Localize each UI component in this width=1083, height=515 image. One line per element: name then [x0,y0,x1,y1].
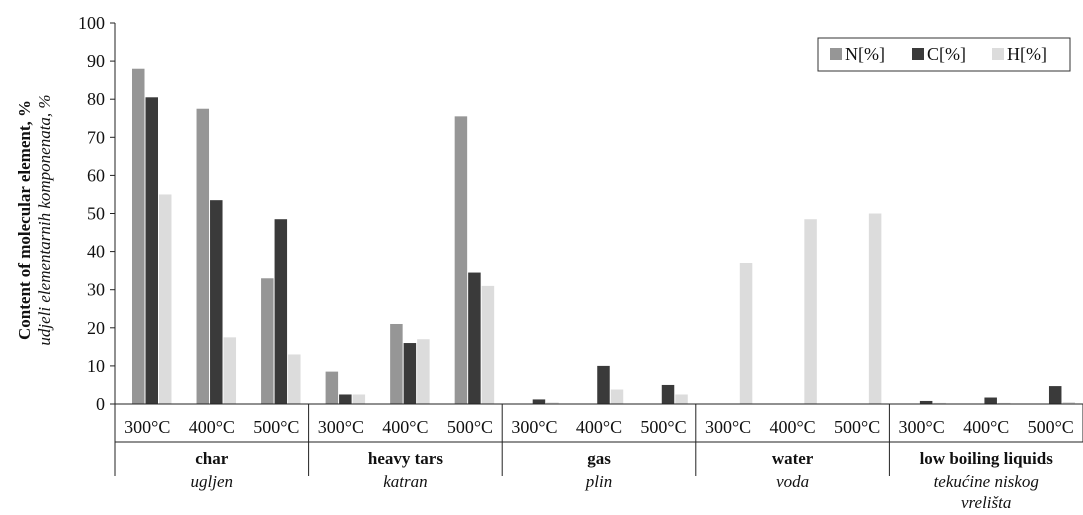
x-tick-label: 300°C [705,417,751,437]
legend-label: H[%] [1007,44,1047,64]
legend-swatch [830,48,842,60]
x-tick-label: 500°C [447,417,493,437]
bar-n [454,116,468,404]
x-tick-label: 300°C [318,417,364,437]
bar-c [468,272,481,404]
bar-h [352,394,366,404]
bar-c [597,365,610,404]
y-tick-label: 20 [87,318,105,338]
bar-h [868,213,882,404]
group-sublabel: vrelišta [961,493,1011,512]
group-label: gas [587,449,611,468]
x-tick-label: 300°C [511,417,557,437]
x-tick-label: 500°C [1028,417,1074,437]
legend-label: C[%] [927,44,966,64]
bar-c [145,97,158,405]
legend-swatch [992,48,1004,60]
bar-h [675,394,688,404]
bar-c [403,343,417,404]
group-label: low boiling liquids [920,449,1054,468]
x-tick-label: 500°C [834,417,880,437]
bar-n [325,371,339,404]
bar-c [339,394,352,404]
bar-h [610,389,624,404]
bar-n [261,278,274,404]
x-tick-label: 300°C [124,417,170,437]
bar-c [984,397,997,404]
bar-h [997,402,1011,404]
y-tick-label: 30 [87,280,105,300]
group-label: heavy tars [368,449,443,468]
bar-h [481,285,495,404]
x-tick-label: 400°C [963,417,1009,437]
bar-n [132,68,145,404]
y-tick-label: 100 [78,13,105,33]
bar-c [274,219,288,404]
group-sublabel: katran [383,472,427,491]
group-sublabel: tekućine niskog [934,472,1039,491]
bar-h [739,263,753,404]
y-tick-label: 90 [87,51,105,71]
bar-c [532,399,546,404]
bar-c [919,400,933,404]
group-sublabel: plin [585,472,612,491]
x-tick-label: 500°C [253,417,299,437]
x-tick-label: 300°C [899,417,945,437]
bars [132,68,1075,405]
bar-n [390,323,403,404]
group-label: char [195,449,229,468]
bar-h [288,354,301,404]
group-sublabel: voda [776,472,809,491]
y-tick-label: 70 [87,127,105,147]
y-tick-label: 80 [87,89,105,109]
legend-swatch [912,48,924,60]
bar-c [210,200,223,404]
y-tick-label: 10 [87,356,105,376]
bar-c [1048,386,1062,404]
bar-h [933,402,946,404]
group-sublabel: ugljen [191,472,234,491]
group-label: water [772,449,814,468]
legend-box [817,37,1071,72]
bar-h [546,402,559,404]
legend: N[%] C[%] H[%] [817,37,1071,72]
bar-n [196,108,210,404]
x-tick-label: 400°C [769,417,815,437]
y-tick-label: 40 [87,242,105,262]
y-tick-label: 60 [87,165,105,185]
x-tick-label: 400°C [189,417,235,437]
bar-h [1062,402,1075,404]
bar-c [661,384,675,404]
x-axis: 300°C 400°C 500°C 300°C 400°C 500°C 300°C 400°C… [114,403,1083,512]
y-axis: 0 10 20 30 40 50 60 70 80 90 100 [78,13,116,414]
bar-h [417,339,430,404]
bar-h [223,337,237,404]
y-axis-label: Content of molecular element, % [15,100,34,340]
x-tick-label: 500°C [640,417,686,437]
y-axis-title: Content of molecular element, % udjeli e… [15,94,54,345]
bar-h [159,194,172,404]
y-tick-label: 0 [96,394,105,414]
bar-h [804,219,817,404]
x-tick-label: 400°C [382,417,428,437]
x-tick-label: 400°C [576,417,622,437]
legend-label: N[%] [845,44,885,64]
y-axis-label-secondary: udjeli elementarnih komponenata, % [35,94,54,345]
y-tick-label: 50 [87,204,105,224]
